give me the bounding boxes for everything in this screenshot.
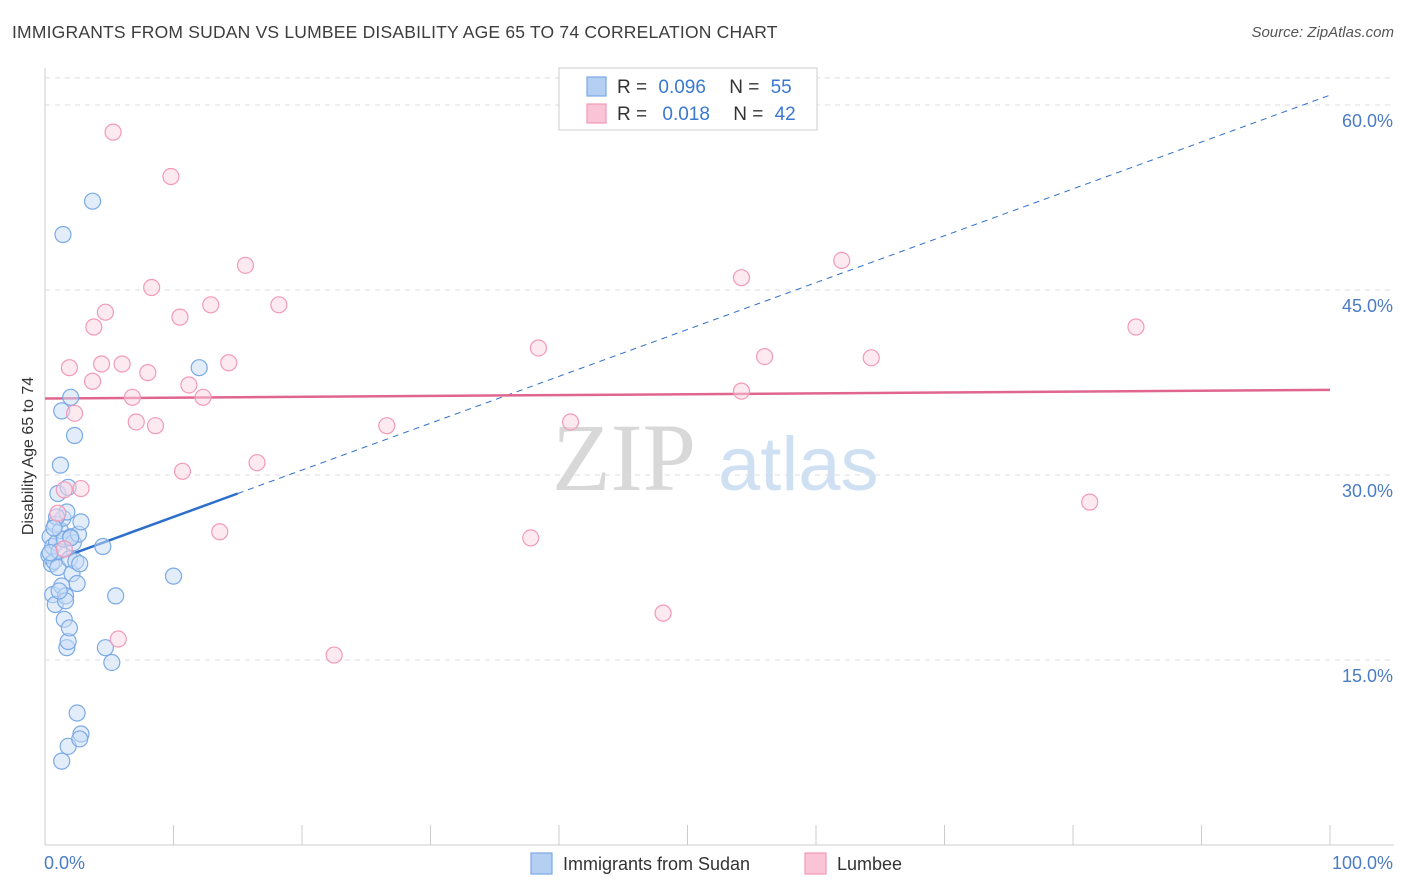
- point-sudan: [60, 619, 79, 637]
- trendline-sudan-dashed: [237, 94, 1331, 494]
- legend-swatch-sudan: [586, 76, 607, 97]
- point-lumbee: [755, 348, 774, 366]
- point-sudan: [51, 456, 70, 474]
- point-lumbee: [220, 354, 238, 372]
- legend-r-value-lumbee: 0.018: [662, 104, 710, 125]
- y-tick-label: 15.0%: [1342, 666, 1393, 686]
- point-sudan: [45, 519, 63, 537]
- bottom-legend-swatch-sudan: [530, 852, 553, 875]
- bottom-legend-label-sudan: Immigrants from Sudan: [563, 854, 750, 874]
- point-sudan: [83, 192, 102, 210]
- trendline-lumbee: [44, 388, 1331, 400]
- point-lumbee: [522, 529, 540, 547]
- point-lumbee: [171, 308, 189, 326]
- chart-title: IMMIGRANTS FROM SUDAN VS LUMBEE DISABILI…: [12, 22, 778, 42]
- legend-n-label-sudan: N =: [729, 77, 759, 98]
- legend-row-lumbee: R = 0.018 N = 42: [617, 104, 796, 125]
- point-lumbee: [378, 417, 396, 435]
- point-sudan: [65, 426, 84, 445]
- point-lumbee: [180, 376, 198, 394]
- point-sudan: [72, 513, 90, 531]
- point-lumbee: [123, 388, 141, 406]
- point-lumbee: [1127, 318, 1145, 336]
- point-lumbee: [211, 523, 229, 541]
- point-lumbee: [83, 372, 102, 390]
- point-lumbee: [127, 413, 145, 431]
- point-sudan: [68, 704, 86, 722]
- point-lumbee: [270, 296, 288, 314]
- point-lumbee: [146, 417, 165, 435]
- point-sudan: [103, 653, 121, 672]
- point-lumbee: [49, 504, 67, 522]
- point-sudan: [94, 537, 112, 556]
- bottom-legend: Immigrants from Sudan Lumbee: [530, 852, 902, 875]
- legend-r-value-sudan: 0.096: [658, 77, 706, 98]
- point-lumbee: [72, 479, 90, 498]
- point-lumbee: [561, 413, 580, 431]
- legend-row-sudan: R = 0.096 N = 55: [617, 77, 792, 98]
- point-lumbee: [60, 359, 79, 377]
- point-lumbee: [162, 167, 180, 186]
- point-lumbee: [139, 364, 157, 382]
- bottom-legend-swatch-lumbee: [804, 852, 827, 875]
- point-sudan: [107, 587, 125, 605]
- point-sudan: [50, 582, 68, 600]
- x-tick-label-max: 100.0%: [1332, 853, 1393, 873]
- point-lumbee: [194, 388, 212, 406]
- point-lumbee: [236, 256, 255, 274]
- point-lumbee: [65, 404, 84, 422]
- point-lumbee: [85, 318, 103, 336]
- point-lumbee: [104, 123, 122, 141]
- point-lumbee: [96, 303, 114, 321]
- point-sudan: [53, 752, 71, 770]
- point-sudan: [62, 388, 80, 406]
- point-sudan: [71, 555, 89, 573]
- legend-r-label-lumbee: R =: [617, 104, 647, 125]
- point-sudan: [41, 544, 59, 562]
- point-lumbee: [92, 355, 111, 373]
- point-lumbee: [833, 251, 851, 269]
- point-sudan: [96, 639, 114, 657]
- point-sudan: [71, 730, 89, 748]
- point-lumbee: [862, 349, 880, 367]
- point-lumbee: [1081, 493, 1099, 511]
- point-lumbee: [143, 278, 161, 297]
- legend-swatch-lumbee: [586, 103, 607, 124]
- point-lumbee: [173, 462, 192, 480]
- legend-r-label-sudan: R =: [617, 77, 647, 98]
- y-tick-label: 30.0%: [1342, 481, 1393, 501]
- point-lumbee: [202, 296, 220, 314]
- point-lumbee: [529, 339, 548, 357]
- bottom-legend-label-lumbee: Lumbee: [837, 854, 902, 874]
- top-legend: R = 0.096 N = 55 R = 0.018 N = 42: [558, 67, 818, 131]
- legend-n-value-lumbee: 42: [775, 104, 796, 125]
- point-lumbee: [325, 646, 343, 664]
- point-lumbee: [248, 454, 266, 472]
- trendline-sudan: [44, 492, 239, 565]
- point-sudan: [54, 225, 72, 244]
- point-sudan: [164, 567, 183, 585]
- point-lumbee: [732, 382, 751, 400]
- point-lumbee: [654, 604, 672, 622]
- x-tick-label-min: 0.0%: [44, 853, 85, 873]
- legend-n-label-lumbee: N =: [733, 104, 763, 125]
- watermark-atlas: atlas: [718, 422, 879, 507]
- point-sudan: [190, 359, 208, 377]
- y-tick-label: 60.0%: [1342, 111, 1393, 131]
- y-axis-label: Disability Age 65 to 74: [20, 377, 37, 535]
- point-lumbee: [55, 540, 73, 558]
- y-tick-label: 45.0%: [1342, 296, 1393, 316]
- point-lumbee: [55, 481, 73, 499]
- point-lumbee: [732, 269, 751, 287]
- point-sudan: [68, 574, 86, 593]
- point-lumbee: [113, 355, 131, 373]
- chart-source: Source: ZipAtlas.com: [1251, 24, 1394, 41]
- point-lumbee: [109, 630, 127, 648]
- legend-n-value-sudan: 55: [771, 77, 792, 98]
